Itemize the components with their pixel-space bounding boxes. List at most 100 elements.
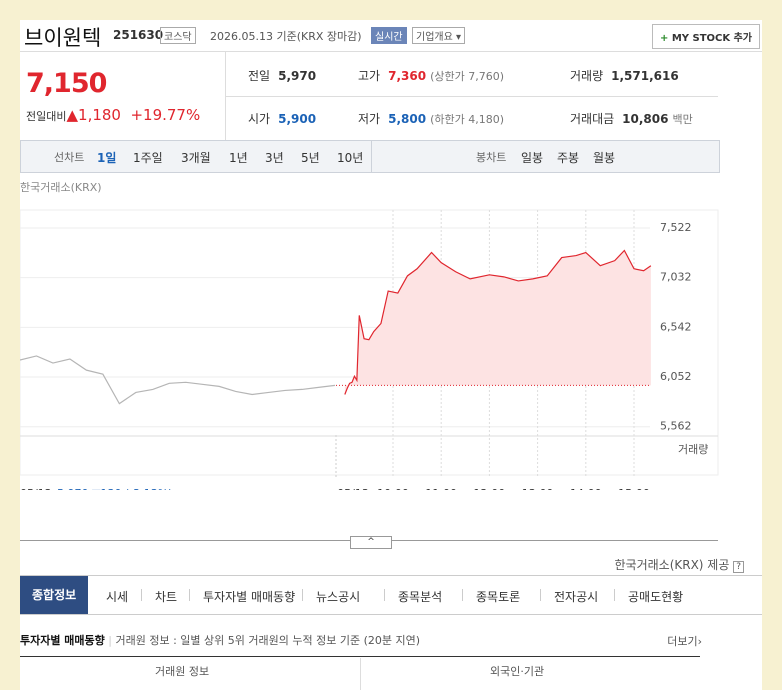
date: 2026.05.13 기준(KRX 장마감) [210,30,362,43]
collapse-button[interactable]: ^ [350,536,392,549]
prev-date: 05/12 [20,487,52,490]
summary-cell: 거래대금 10,806 백만 [570,110,693,127]
tab-label: 선차트 [54,151,85,164]
candle-tab[interactable]: 월봉 [593,151,616,165]
source-text: 한국거래소(KRX) 제공 [614,558,730,572]
summary-cell: 시가 5,900 [248,110,316,127]
main-tabs: 종합정보 시세 차트 투자자별 매매동향 뉴스공시 종목분석 종목토론 전자공시 공매도현황 [20,575,762,615]
main-tab[interactable]: 전자공시 [554,590,599,604]
volume-label: 거래량 [678,443,708,456]
summary-label: 전일 [248,69,271,83]
summary-value: 5,970 [278,69,317,83]
period-tab[interactable]: 3년 [265,151,284,165]
candle-tab[interactable]: 일봉 [521,151,544,165]
period-tab[interactable]: 10년 [337,151,364,165]
y-tick-label: 5,562 [660,420,692,433]
y-tick-label: 6,542 [660,320,692,333]
previous-line [20,355,336,405]
more-link[interactable]: 더보기› [667,635,702,648]
column-header: 거래원 정보 [155,665,210,678]
period-tab[interactable]: 5년 [301,151,320,165]
summary-label: 시가 [248,112,271,126]
summary-value: 7,360 [388,69,427,83]
change: 전일대비▲1,180 +19.77% [26,106,200,124]
chart-tabs: 선차트 1일 1주일 3개월 1년 3년 5년 10년 봉차트 일봉 주봉 월봉 [20,140,720,173]
company-button[interactable]: 기업개요 ▾ [412,27,465,44]
divider [225,96,718,97]
summary-value: 5,900 [278,112,317,126]
realtime-button[interactable]: 실시간 [371,27,407,44]
tab-label: 봉차트 [476,151,507,164]
candle-tab[interactable]: 주봉 [557,151,580,165]
source: 한국거래소(KRX) 제공 ? [614,556,744,573]
summary-note: (하한가 4,180) [430,113,504,126]
mystock-button[interactable]: + MY STOCK 추가 [651,24,760,49]
x-tick-label: 13:00 [522,487,554,490]
stock-panel: 브이원텍 251630 코스닥 2026.05.13 기준(KRX 장마감) 실… [20,20,762,690]
divider [384,589,385,601]
summary-note: 백만 [672,113,693,126]
main-tab[interactable]: 뉴스공시 [316,590,361,604]
summary-label: 고가 [358,69,381,83]
divider [360,658,361,690]
price-area [344,250,651,395]
main-tab[interactable]: 차트 [155,590,178,604]
current-price: 7,150 [26,68,107,99]
mystock-label: MY STOCK 추가 [671,33,752,44]
plot-frame [20,209,719,476]
main-tab[interactable]: 투자자별 매매동향 [203,590,296,604]
divider [141,589,142,601]
summary-cell: 고가 7,360 (상한가 7,760) [358,67,504,84]
summary-label: 저가 [358,112,381,126]
divider [540,589,541,601]
summary-cell: 저가 5,800 (하한가 4,180) [358,110,504,127]
summary-value: 5,800 [388,112,427,126]
prev-info: 5,970 ▼130 (-2.13%) [57,487,172,490]
summary-label: 거래량 [570,69,604,83]
main-tab[interactable]: 종목분석 [398,590,443,604]
price-line [344,249,652,395]
period-tab[interactable]: 1주일 [133,151,163,165]
divider [189,589,190,601]
period-tab[interactable]: 3개월 [181,151,211,165]
divider [20,656,700,657]
divider [302,589,303,601]
x-tick-label: 15:00 [618,487,650,490]
divider [462,589,463,601]
x-tick-label: 11:00 [425,487,457,490]
change-value: ▲1,180 [66,106,121,124]
x-tick-label: 14:00 [570,487,602,490]
section-header: 투자자별 매매동향 | 거래원 정보 : 일별 상위 5위 거래원의 누적 정보… [20,634,421,647]
summary-cell: 전일 5,970 [248,67,316,84]
period-tab[interactable]: 1일 [97,151,117,165]
x-tick-label: 10:00 [377,487,409,490]
section-title: 투자자별 매매동향 [20,634,105,647]
chart: 한국거래소(KRX) 7,522 7,032 6,542 6,052 5,562 10:00… [20,181,719,490]
y-tick-label: 7,522 [660,221,692,234]
stock-name: 브이원텍 [24,26,102,50]
change-rate: +19.77% [130,106,201,124]
main-tab[interactable]: 종합정보 [20,576,89,614]
main-tab[interactable]: 시세 [106,590,129,604]
summary-value: 1,571,616 [611,69,679,83]
market-badge: 코스닥 [160,27,196,44]
main-tab[interactable]: 종목토론 [476,590,521,604]
divider [614,589,615,601]
y-tick-label: 6,052 [660,370,692,383]
source-label: 한국거래소(KRX) [20,181,102,194]
summary-cell: 거래량 1,571,616 [570,67,679,84]
change-label: 전일대비 [26,110,67,123]
period-tab[interactable]: 1년 [229,151,248,165]
today-date: 05/13 [337,487,369,490]
summary-label: 거래대금 [570,112,615,126]
section-desc: 거래원 정보 : 일별 상위 5위 거래원의 누적 정보 기준 (20분 지연) [115,634,421,647]
divider [20,51,762,52]
divider [371,141,372,172]
stock-code: 251630 [113,28,164,42]
summary-note: (상한가 7,760) [430,70,504,83]
summary-value: 10,806 [622,112,669,126]
main-tab[interactable]: 공매도현황 [628,590,684,604]
column-header: 외국인·기관 [490,665,545,678]
x-tick-label: 12:00 [474,487,506,490]
